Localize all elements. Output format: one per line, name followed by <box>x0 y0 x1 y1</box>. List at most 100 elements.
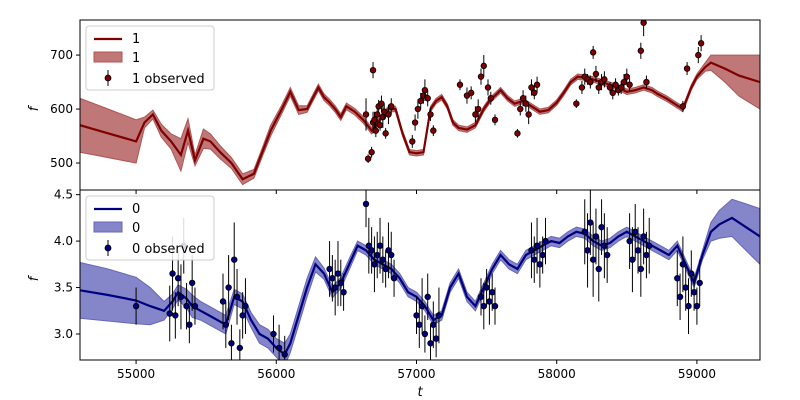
x-axis-label: t <box>417 385 423 400</box>
panel-0-observed-point <box>587 78 594 86</box>
panel-1-observed-point <box>589 256 597 263</box>
panel-1-observed-point <box>682 284 689 291</box>
panel-1-observed-point <box>371 261 378 268</box>
panel-0-observed-point <box>626 81 633 88</box>
panel-1-observed-point <box>388 251 395 259</box>
panel-0-observed-point <box>531 89 538 97</box>
legend-box <box>85 195 215 261</box>
panel-1-y-tick-label: 4.5 <box>54 188 73 202</box>
panel-1-observed-point <box>191 302 199 310</box>
panel-1-observed-point <box>219 298 227 305</box>
panel-1-observed-point <box>486 298 493 305</box>
panel-0-observed-point <box>364 155 372 162</box>
panel-0-observed-point <box>609 89 616 97</box>
legend-point-swatch <box>104 74 112 82</box>
panel-0-observed-point <box>378 100 385 107</box>
panel-1-observed-point <box>629 256 636 263</box>
panel-1-observed-point <box>432 335 440 342</box>
panel-1-observed-point <box>640 233 647 240</box>
panel-0-observed-point <box>379 113 387 121</box>
panel-0-observed-point <box>578 84 586 91</box>
panel-0-observed-point <box>430 127 437 134</box>
panel-1-observed-point <box>643 251 650 259</box>
panel-1-observed-point <box>685 302 692 310</box>
panel-1-observed-point <box>418 302 426 310</box>
panel-0-observed-point <box>385 111 392 118</box>
panel-0-observed-point <box>456 81 464 88</box>
panel-0-observed-point <box>474 105 482 113</box>
panel-1-observed-point <box>334 270 342 277</box>
panel-1-observed-point <box>228 340 235 347</box>
panel-1-observed-point <box>340 288 347 296</box>
panel-0-observed-point <box>697 40 705 47</box>
panel-0-observed-point <box>517 105 524 113</box>
panel-1-observed-point <box>539 251 546 259</box>
panel-1-observed-point <box>166 310 173 317</box>
panel-0-observed-point <box>417 97 424 105</box>
panel-1-observed-point <box>233 293 241 301</box>
legend-entry-label: 1 observed <box>132 72 205 87</box>
panel-1-observed-point <box>368 247 375 254</box>
x-tick-label: 58000 <box>538 367 576 381</box>
legend-entry-label: 1 <box>132 32 140 47</box>
panel-1-observed-point <box>172 312 179 319</box>
panel-0-observed-point <box>617 84 625 91</box>
legend-entry-label: 0 <box>132 221 140 236</box>
panel-0-observed-point <box>372 127 380 134</box>
panel-0-observed-point <box>369 66 377 74</box>
panel-1-observed-point <box>637 265 645 273</box>
panel-0-observed-point <box>411 119 419 126</box>
panel-1-observed-point <box>679 261 687 268</box>
panel-1-observed-point <box>646 242 653 249</box>
panel-0-observed-point <box>371 116 378 124</box>
panel-1-observed-point <box>169 270 176 277</box>
x-tick-label: 57000 <box>397 367 435 381</box>
panel-0-observed-point <box>640 20 647 26</box>
panel-0-y-axis-label: f <box>27 104 42 111</box>
panel-1-legend: 0 0 0 observed <box>85 195 215 261</box>
legend-entry-label: 0 <box>132 202 140 217</box>
panel-0-observed-point <box>519 95 527 102</box>
panel-0-observed-point <box>382 130 389 137</box>
panel-1-observed-point <box>480 302 487 310</box>
panel-0-observed-point <box>522 100 530 107</box>
legend-point-swatch <box>104 244 112 252</box>
panel-1-y-tick-label: 3.0 <box>54 327 73 341</box>
panel-1-observed-point <box>376 242 384 249</box>
panel-1-observed-point <box>424 293 431 301</box>
panel-1-observed-point <box>236 344 244 352</box>
panel-1-y-axis-label: f <box>27 274 42 281</box>
panel-1-observed-point <box>693 302 701 310</box>
panel-1-observed-point <box>242 302 249 310</box>
panel-0-y-tick-label: 500 <box>50 156 73 170</box>
panel-1-observed-point <box>337 279 344 287</box>
panel-1-observed-point <box>374 251 381 259</box>
panel-1-observed-point <box>690 288 698 296</box>
panel-1-observed-point <box>281 351 288 358</box>
panel-0-observed-point <box>601 76 608 83</box>
panel-0-model-line <box>80 61 760 181</box>
panel-1-observed-point <box>603 251 611 259</box>
panel-1-observed-point <box>225 284 232 291</box>
panel-0-y-tick-label: 600 <box>50 102 73 116</box>
panel-0-observed-point <box>612 81 619 88</box>
panel-0-observed-point <box>525 111 532 118</box>
x-tick-label: 55000 <box>117 367 155 381</box>
panel-1-observed-point <box>132 302 140 310</box>
panel-0-observed-point <box>528 84 535 91</box>
panel-0-observed-point <box>683 65 691 72</box>
panel-0-observed-point <box>374 111 381 118</box>
panel-0-observed-point <box>679 103 687 110</box>
panel-0-observed-point <box>427 111 434 118</box>
panel-1-observed-point <box>601 242 608 249</box>
panel-0-observed-point <box>487 95 495 102</box>
panel-0-observed-point <box>573 100 580 107</box>
panel-1-observed-point <box>186 321 193 328</box>
panel-1-observed-point <box>587 219 594 226</box>
panel-0-observed-point <box>421 86 429 94</box>
panel-1-observed-point <box>531 256 538 263</box>
panel-1-observed-point <box>329 275 336 282</box>
panel-0-observed-point <box>472 111 479 118</box>
panel-1-observed-point <box>598 223 605 231</box>
